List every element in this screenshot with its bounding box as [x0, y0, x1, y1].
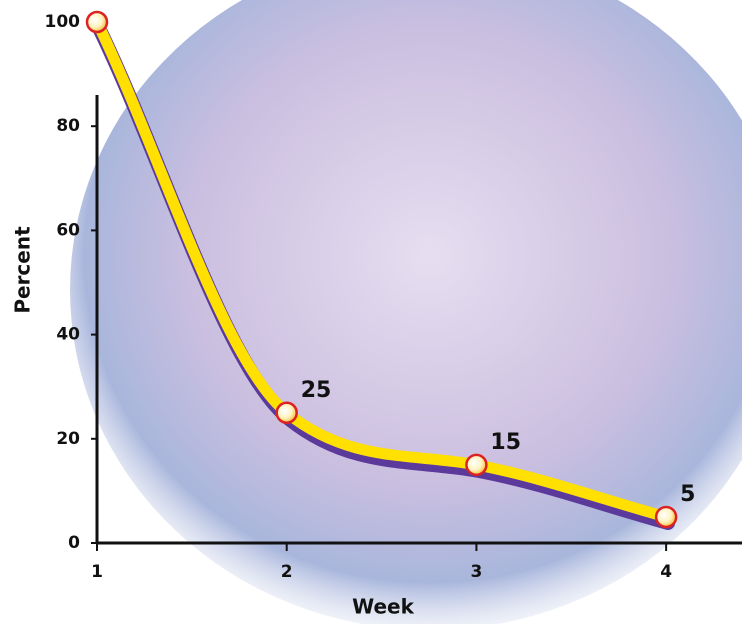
y-tick-label: 0 — [68, 533, 80, 553]
x-tick-label: 2 — [281, 562, 293, 582]
y-axis-title: Percent — [11, 226, 35, 314]
y-tick-label: 80 — [56, 116, 80, 136]
y-tick-label: 60 — [56, 220, 80, 240]
x-tick-label: 4 — [660, 562, 672, 582]
y-tick-label: 40 — [56, 325, 80, 345]
data-label: 5 — [680, 482, 695, 507]
data-label: 25 — [301, 378, 332, 403]
chart: Percent Week 0 20 40 60 80 100 1 2 3 4 25 15 5 — [0, 0, 742, 624]
point — [466, 455, 486, 475]
x-axis-title: Week — [352, 595, 414, 619]
x-tick-label: 3 — [470, 562, 482, 582]
y-tick-label: 20 — [56, 429, 80, 449]
page: {"chart_data": {"type": "line", "x": [1,… — [0, 0, 742, 624]
background-image — [70, 0, 742, 624]
point — [656, 507, 676, 527]
data-label: 15 — [490, 430, 521, 455]
x-tick-label: 1 — [91, 562, 103, 582]
y-tick-label: 100 — [45, 12, 81, 32]
point — [87, 12, 107, 32]
point — [277, 403, 297, 423]
